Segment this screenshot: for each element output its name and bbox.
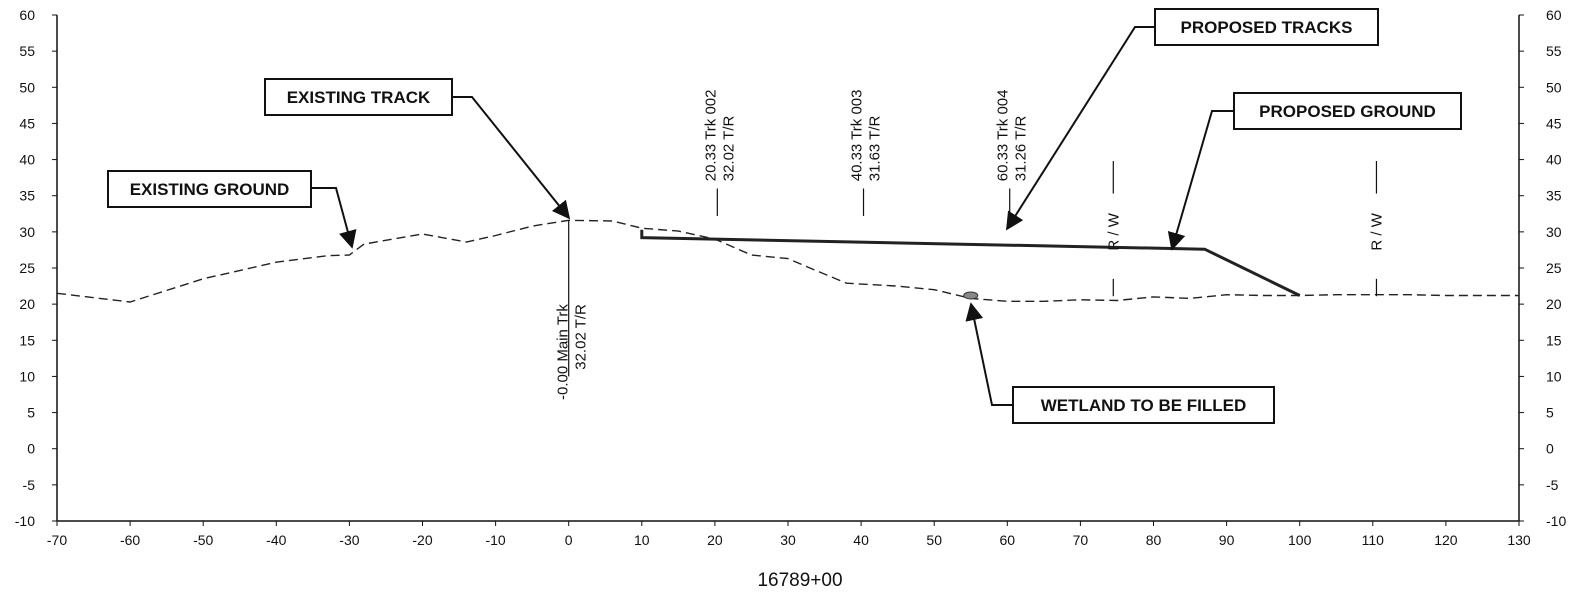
y-tick-label-right: 55 [1546, 43, 1562, 59]
track-label-0: -0.00 Main Trk 32.02 T/R [555, 220, 590, 400]
y-tick-label-left: 10 [19, 368, 35, 384]
x-tick-label: -30 [339, 532, 359, 548]
x-tick-label: 40 [853, 532, 869, 548]
track-elev-label: 32.02 T/R [573, 304, 590, 370]
y-tick-label-left: 55 [19, 43, 35, 59]
x-tick-label: 60 [1000, 532, 1016, 548]
callout-proposed-ground: PROPOSED GROUND [1167, 92, 1462, 251]
y-tick-label-left: 45 [19, 115, 35, 131]
track-labels: -0.00 Main Trk 32.02 T/R20.33 Trk 002 32.0… [555, 90, 1030, 400]
y-tick-label-right: 60 [1546, 7, 1562, 23]
callout-wetland-label: WETLAND TO BE FILLED [1041, 396, 1247, 415]
right-of-way-marker-0: R / W [1105, 161, 1122, 297]
y-tick-label-left: 30 [19, 224, 35, 240]
y-tick-label-right: 0 [1546, 441, 1554, 457]
y-tick-label-left: 40 [19, 152, 35, 168]
track-name-label: -0.00 Main Trk [555, 304, 572, 400]
y-tick-label-right: 5 [1546, 405, 1554, 421]
track-label-2: 40.33 Trk 003 31.63 T/R [849, 90, 884, 216]
y-tick-label-left: 15 [19, 332, 35, 348]
x-tick-label: -20 [412, 532, 432, 548]
y-tick-label-right: 35 [1546, 188, 1562, 204]
x-tick-label: -70 [47, 532, 67, 548]
x-tick-label: 130 [1507, 532, 1531, 548]
y-tick-label-right: 25 [1546, 260, 1562, 276]
y-tick-label-left: 35 [19, 188, 35, 204]
track-name-label: 40.33 Trk 003 [849, 90, 866, 182]
track-label-3: 60.33 Trk 004 31.26 T/R [995, 90, 1030, 216]
y-tick-label-left: 20 [19, 296, 35, 312]
x-tick-label: -50 [193, 532, 213, 548]
track-name-label: 60.33 Trk 004 [995, 90, 1012, 182]
x-tick-label: -60 [120, 532, 140, 548]
y-tick-label-right: 20 [1546, 296, 1562, 312]
y-tick-label-left: -5 [23, 477, 36, 493]
x-tick-label: -40 [266, 532, 286, 548]
right-of-way-markers: R / W R / W [1105, 161, 1385, 297]
callout-existing-ground-label: EXISTING GROUND [130, 180, 290, 199]
callout-proposed-tracks: PROPOSED TRACKS [1006, 8, 1379, 231]
y-tick-label-right: 50 [1546, 79, 1562, 95]
station-caption: 16789+00 [757, 570, 842, 591]
wetland-marker [963, 291, 979, 300]
y-tick-label-right: -5 [1546, 477, 1559, 493]
x-tick-label: 110 [1362, 532, 1385, 548]
x-axis-ticks: -70 -60 -50 -40 -30 -20 -10 0 10 20 30 40 50 60 70 80 90… [47, 521, 1531, 548]
x-tick-label: 70 [1073, 532, 1089, 548]
y-tick-label-right: 30 [1546, 224, 1562, 240]
callout-wetland: WETLAND TO BE FILLED [965, 302, 1275, 424]
wetland-blob [963, 291, 979, 300]
track-elev-label: 31.26 T/R [1013, 115, 1030, 181]
profile-lines [56, 219, 1519, 303]
x-tick-label: 10 [634, 532, 650, 548]
y-tick-label-right: 40 [1546, 152, 1562, 168]
y-tick-label-right: -10 [1546, 513, 1566, 529]
x-tick-label: 20 [707, 532, 723, 548]
x-tick-label: 90 [1219, 532, 1235, 548]
y-tick-label-left: -10 [15, 513, 35, 529]
track-name-label: 20.33 Trk 002 [702, 90, 719, 182]
existing-ground-line [56, 219, 1519, 303]
right-of-way-label: R / W [1368, 212, 1385, 250]
y-tick-label-left: 0 [27, 441, 35, 457]
callout-existing-track: EXISTING TRACK [264, 78, 571, 220]
y-tick-label-right: 15 [1546, 332, 1562, 348]
right-of-way-marker-1: R / W [1368, 161, 1385, 297]
callout-proposed-ground-label: PROPOSED GROUND [1259, 102, 1436, 121]
proposed-ground-line [640, 229, 1301, 297]
y-tick-label-right: 45 [1546, 115, 1562, 131]
track-elev-label: 32.02 T/R [720, 115, 737, 181]
x-tick-label: 80 [1146, 532, 1162, 548]
x-tick-label: -10 [485, 532, 505, 548]
right-of-way-label: R / W [1105, 212, 1122, 250]
x-tick-label: 50 [926, 532, 942, 548]
x-tick-label: 30 [780, 532, 796, 548]
x-tick-label: 0 [565, 532, 573, 548]
callout-proposed-tracks-label: PROPOSED TRACKS [1181, 18, 1353, 37]
x-tick-label: 100 [1288, 532, 1312, 548]
y-tick-label-right: 10 [1546, 368, 1562, 384]
track-label-1: 20.33 Trk 002 32.02 T/R [702, 90, 737, 216]
y-tick-label-left: 25 [19, 260, 35, 276]
y-tick-label-left: 50 [19, 79, 35, 95]
callout-existing-ground: EXISTING GROUND [107, 170, 357, 249]
y-tick-label-left: 60 [19, 7, 35, 23]
callout-existing-track-label: EXISTING TRACK [287, 88, 431, 107]
x-tick-label: 120 [1434, 532, 1458, 548]
track-elev-label: 31.63 T/R [867, 115, 884, 181]
y-tick-label-left: 5 [27, 405, 35, 421]
